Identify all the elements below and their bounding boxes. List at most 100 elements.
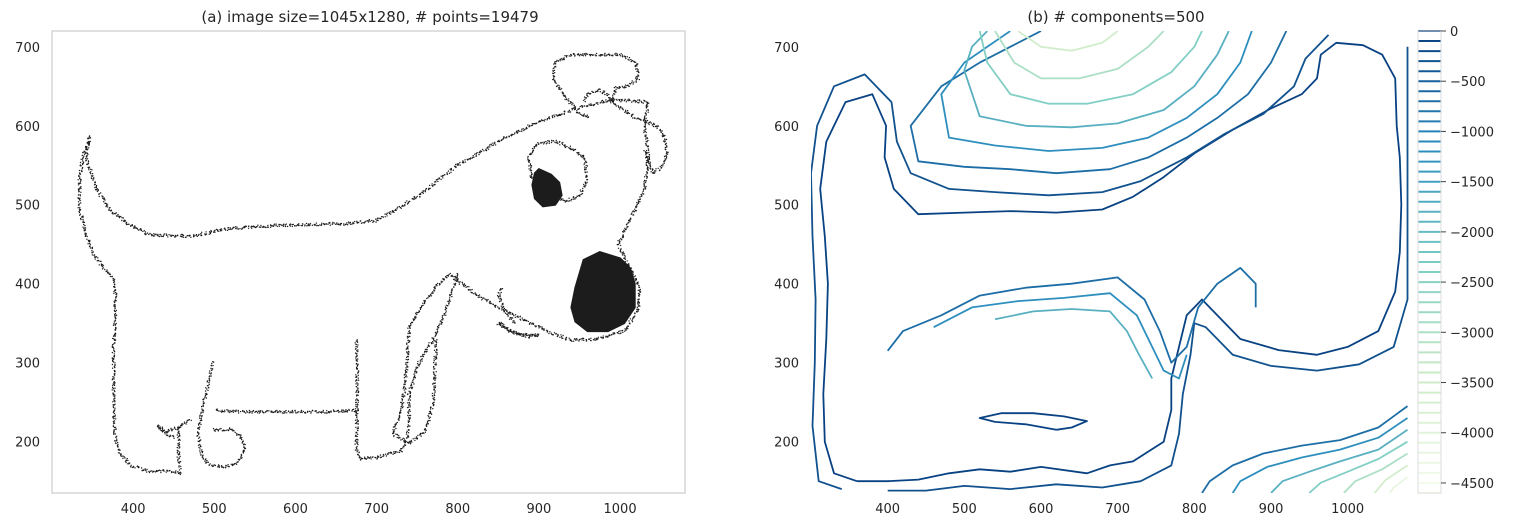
data-point — [123, 456, 125, 458]
data-point — [640, 195, 642, 197]
data-point — [167, 428, 170, 431]
data-point — [500, 291, 502, 294]
data-point — [602, 100, 605, 103]
data-point — [480, 150, 483, 153]
data-point — [131, 466, 134, 469]
data-point — [630, 115, 633, 118]
data-point — [79, 180, 82, 182]
data-point — [163, 233, 165, 235]
data-point — [246, 411, 249, 413]
data-point — [100, 263, 103, 265]
data-point — [405, 363, 407, 365]
data-point — [578, 153, 580, 155]
data-point — [121, 217, 123, 219]
data-point — [401, 400, 403, 402]
data-point — [635, 278, 637, 280]
data-point — [656, 126, 658, 128]
data-point — [178, 453, 181, 455]
data-point — [483, 150, 485, 152]
data-point — [346, 410, 349, 412]
data-point — [208, 376, 210, 378]
data-point — [171, 430, 173, 432]
data-point — [405, 374, 407, 376]
data-point — [115, 327, 117, 329]
data-point — [112, 346, 114, 348]
data-point — [642, 102, 644, 104]
data-point — [154, 235, 156, 237]
data-point — [509, 313, 511, 315]
data-point — [363, 222, 366, 224]
data-point — [614, 53, 616, 55]
data-point — [345, 223, 347, 225]
data-point — [662, 163, 664, 165]
data-point — [115, 436, 117, 438]
data-point — [197, 427, 199, 429]
contour-line — [1270, 429, 1409, 493]
data-point — [456, 163, 458, 165]
data-point — [551, 115, 554, 117]
data-point — [148, 233, 150, 236]
data-point — [354, 419, 357, 421]
data-point — [148, 470, 150, 473]
data-point — [81, 160, 84, 162]
data-point — [582, 155, 585, 158]
data-point — [552, 78, 554, 81]
data-point — [506, 328, 508, 330]
data-point — [433, 373, 435, 375]
data-point — [112, 405, 114, 407]
data-point — [356, 398, 358, 400]
data-point — [337, 223, 340, 225]
data-point — [300, 224, 302, 227]
data-point — [560, 198, 563, 201]
data-point — [638, 100, 641, 102]
data-point — [127, 463, 129, 465]
data-point — [305, 222, 308, 225]
data-point — [436, 351, 438, 354]
data-point — [617, 243, 620, 245]
data-point — [456, 278, 458, 280]
data-point — [355, 391, 357, 393]
data-point — [473, 293, 475, 295]
data-point — [570, 198, 573, 201]
data-point — [159, 426, 161, 428]
data-point — [221, 229, 223, 231]
data-point — [377, 217, 379, 219]
data-point — [400, 410, 402, 412]
data-point — [625, 224, 628, 226]
data-point — [443, 314, 445, 316]
data-point — [79, 176, 81, 178]
data-point — [649, 164, 651, 166]
data-point — [408, 351, 410, 353]
data-point — [124, 219, 126, 222]
data-point — [426, 348, 428, 351]
data-point — [316, 412, 318, 414]
data-point — [597, 336, 599, 338]
data-point — [115, 297, 117, 299]
data-point — [313, 224, 316, 226]
data-point — [404, 440, 406, 443]
data-point — [634, 208, 636, 210]
data-point — [642, 190, 644, 193]
data-point — [637, 303, 639, 305]
data-point — [80, 202, 82, 204]
data-point — [646, 101, 648, 104]
data-point — [162, 469, 165, 471]
data-point — [591, 104, 593, 107]
data-point — [79, 194, 81, 196]
data-point — [571, 109, 573, 111]
data-point — [408, 419, 411, 421]
data-point — [112, 383, 114, 385]
data-point — [83, 228, 85, 230]
data-point — [645, 180, 647, 182]
data-point — [105, 204, 108, 206]
data-point — [531, 176, 533, 178]
data-point — [628, 56, 631, 59]
data-point — [579, 105, 581, 108]
data-point — [104, 268, 106, 271]
data-point — [375, 218, 377, 220]
data-point — [642, 189, 645, 191]
data-point — [407, 348, 409, 350]
data-point — [466, 159, 469, 161]
data-point — [507, 330, 509, 332]
data-point — [356, 341, 359, 343]
